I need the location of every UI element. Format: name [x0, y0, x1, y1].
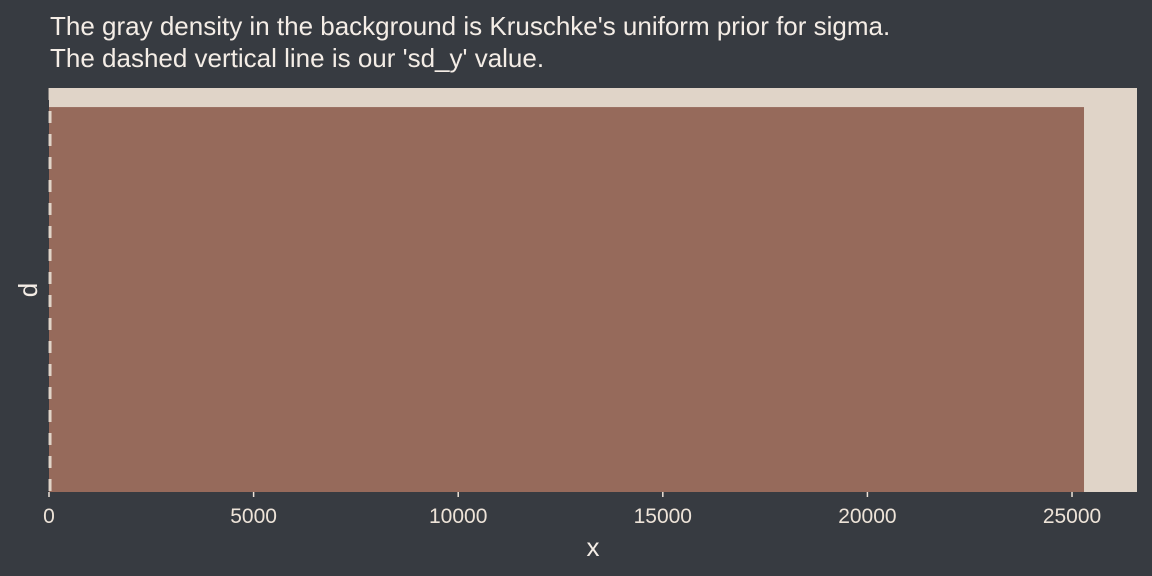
x-tick-label: 10000	[429, 505, 487, 528]
uniform-prior-area	[49, 107, 1085, 493]
x-tick-label: 5000	[230, 505, 277, 528]
x-tick-label: 0	[43, 505, 55, 528]
x-tick-label: 15000	[634, 505, 692, 528]
x-axis-title: x	[587, 532, 600, 562]
x-tick-label: 20000	[838, 505, 896, 528]
title-line-2: The dashed vertical line is our 'sd_y' v…	[50, 43, 545, 73]
title-line-1: The gray density in the background is Kr…	[50, 11, 891, 41]
x-axis: 0 5000 10000 15000 20000 25000	[43, 492, 1101, 528]
chart-title: The gray density in the background is Kr…	[50, 10, 890, 74]
y-axis-title: d	[13, 283, 43, 297]
x-tick-label: 25000	[1043, 505, 1101, 528]
